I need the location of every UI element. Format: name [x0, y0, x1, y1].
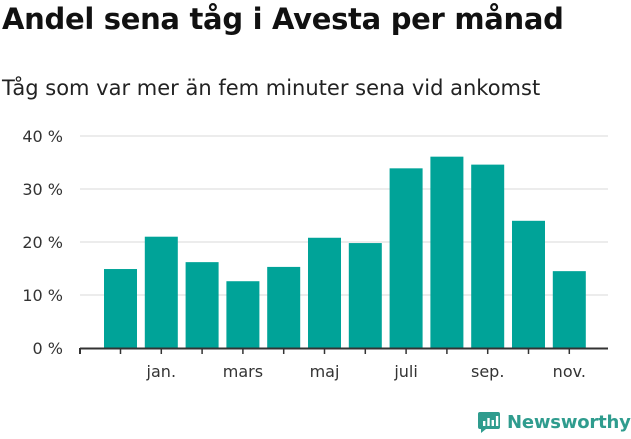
bar-aug: [430, 156, 464, 348]
bars: [104, 156, 586, 348]
x-tick-label: maj: [310, 362, 340, 381]
y-tick-label: 10 %: [22, 286, 63, 305]
bar-mars: [226, 281, 260, 348]
newsworthy-logo: Newsworthy: [477, 410, 631, 434]
bar-dec: [104, 269, 137, 348]
bar-apr: [267, 266, 301, 348]
y-tick-label: 40 %: [22, 127, 63, 146]
bar-maj: [308, 237, 341, 348]
chart-title: Andel sena tåg i Avesta per månad: [2, 2, 564, 36]
y-tick-label: 0 %: [33, 339, 63, 358]
bar-chart: 0 % 10 % 20 % 30 % 40 % jan. mars maj juli sep. n…: [22, 127, 608, 381]
y-tick-label: 20 %: [22, 233, 63, 252]
y-tick-label: 30 %: [22, 180, 63, 199]
x-tick-label: juli: [393, 362, 417, 381]
bar-juli: [389, 168, 423, 348]
newsworthy-logo-icon: [478, 412, 500, 433]
x-tick-label: sep.: [471, 362, 504, 381]
x-axis: [79, 347, 608, 354]
bar-feb: [185, 262, 219, 348]
bar-sep: [471, 164, 505, 348]
x-tick-label: jan.: [146, 362, 176, 381]
brand-name: Newsworthy: [507, 411, 631, 433]
x-tick-label: mars: [223, 362, 263, 381]
bar-okt: [512, 220, 545, 348]
x-tick-label: nov.: [553, 362, 586, 381]
bar-jan: [144, 236, 178, 348]
y-axis-tick-labels: 0 % 10 % 20 % 30 % 40 %: [22, 127, 63, 358]
x-axis-tick-labels: jan. mars maj juli sep. nov.: [146, 362, 586, 381]
bar-juni: [348, 243, 382, 348]
bar-nov: [552, 271, 586, 348]
chart-subtitle: Tåg som var mer än fem minuter sena vid …: [2, 76, 541, 100]
